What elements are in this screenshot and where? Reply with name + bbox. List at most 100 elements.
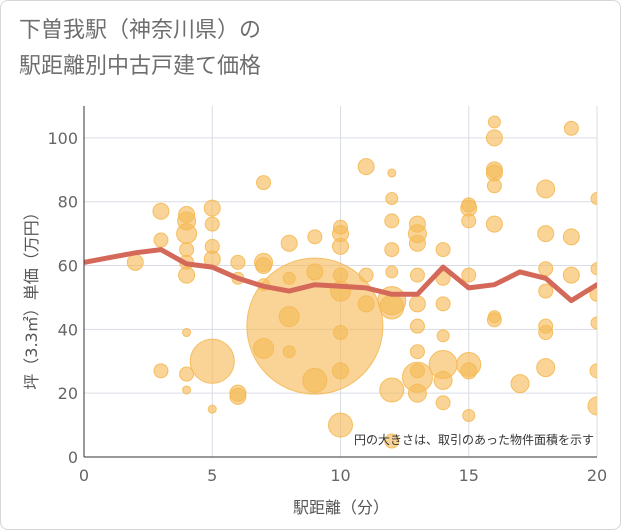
bubble-point — [409, 267, 425, 283]
bubble-point — [189, 338, 235, 384]
average-price-line — [84, 247, 597, 304]
bubble-point — [179, 366, 195, 382]
bubble-point — [302, 367, 328, 393]
bubble-point — [204, 238, 220, 254]
bubble-point — [282, 271, 296, 285]
bubble-point — [357, 158, 375, 176]
y-axis-title: 坪（3.3㎡）単価（万円） — [22, 204, 41, 389]
bubble-point — [409, 318, 425, 334]
bubble-point — [332, 362, 349, 380]
bubble-point — [563, 120, 579, 136]
bubble-point — [307, 229, 323, 245]
x-tick-label: 10 — [330, 466, 350, 485]
bubble-point — [486, 178, 502, 194]
x-tick-label: 20 — [587, 466, 607, 485]
bubble-point — [562, 266, 580, 284]
bubble-point — [333, 325, 348, 341]
bubble-point — [385, 265, 399, 279]
bubble-point — [536, 358, 556, 378]
bubble-point — [255, 257, 273, 275]
bubble-size-note: 円の大きさは、取引のあった物件面積を示す — [354, 432, 594, 447]
bubble-point — [153, 232, 169, 248]
bubble-point — [358, 267, 374, 283]
bubble-point — [590, 262, 597, 276]
bubble-point — [435, 296, 451, 312]
bubble-point — [280, 234, 298, 252]
bubble-point — [230, 254, 246, 270]
bubble-point — [333, 219, 348, 235]
bubble-point — [587, 396, 597, 416]
bubble-point — [384, 242, 400, 258]
bubble-point — [256, 175, 272, 191]
bubble-point — [204, 216, 220, 232]
bubble-point — [589, 363, 597, 379]
y-tick-label: 40 — [58, 320, 78, 339]
bubble-point — [306, 263, 324, 281]
bubble-point — [487, 115, 501, 129]
bubble-point — [538, 261, 554, 277]
y-tick-label: 0 — [68, 448, 78, 467]
bubble-point — [435, 242, 451, 258]
bubble-point — [409, 363, 425, 379]
y-tick-label: 20 — [58, 384, 78, 403]
bubble-point — [282, 345, 296, 359]
bubble-point — [203, 199, 221, 217]
bubble-point — [461, 197, 477, 213]
bubble-point — [408, 215, 426, 233]
bubble-point — [357, 295, 375, 313]
bubble-point — [407, 383, 427, 403]
bubble-point — [332, 237, 349, 255]
bubble-point — [278, 306, 300, 328]
bubble-point — [178, 205, 196, 223]
bubble-point — [435, 395, 451, 411]
x-tick-label: 0 — [79, 466, 89, 485]
bubble-point — [126, 253, 144, 271]
bubble-point — [538, 325, 554, 341]
bubble-point — [562, 228, 580, 246]
bubble-point — [384, 213, 400, 229]
bubble-series — [126, 115, 597, 449]
x-tick-label: 5 — [207, 466, 217, 485]
bubble-point — [536, 179, 556, 199]
bubble-point — [179, 242, 195, 258]
bubble-point — [182, 328, 192, 338]
axes — [83, 106, 597, 458]
bubble-point — [590, 316, 597, 330]
bubble-point — [385, 192, 399, 206]
y-tick-label: 80 — [58, 193, 78, 212]
bubble-point — [408, 234, 426, 252]
bubble-point — [435, 270, 451, 286]
bubble-point — [537, 225, 555, 243]
y-tick-label: 60 — [58, 257, 78, 276]
bubble-point — [333, 267, 348, 283]
x-axis-title: 駅距離（分） — [293, 498, 389, 517]
bubble-point — [409, 344, 425, 360]
bubble-point — [153, 363, 169, 379]
bubble-point — [461, 213, 477, 229]
bubble-point — [379, 377, 405, 403]
bubble-point — [436, 329, 450, 343]
bubble-point — [182, 385, 192, 395]
bubble-point — [460, 362, 478, 380]
bubble-point — [485, 215, 503, 233]
bubble-point — [253, 338, 275, 360]
bubble-point — [152, 202, 170, 220]
bubble-point — [487, 310, 501, 324]
chart-title: 下曽我駅（神奈川県）の 駅距離別中古戸建て価格 — [19, 18, 262, 79]
bubble-point — [485, 129, 503, 147]
bubble-point — [461, 267, 477, 283]
tick-labels: 0 5 10 15 20 0 20 40 60 80 100 — [47, 129, 607, 485]
bubble-point — [510, 374, 530, 394]
bubble-point — [387, 168, 397, 178]
bubble-point — [379, 294, 405, 320]
bubble-point — [328, 412, 353, 438]
bubble-point — [462, 409, 476, 423]
bubble-point — [384, 433, 400, 449]
bubble-point — [590, 192, 597, 206]
bubble-point — [538, 283, 554, 299]
bubble-point — [433, 370, 453, 390]
bubble-point — [229, 387, 247, 405]
bubble-point — [207, 404, 217, 414]
